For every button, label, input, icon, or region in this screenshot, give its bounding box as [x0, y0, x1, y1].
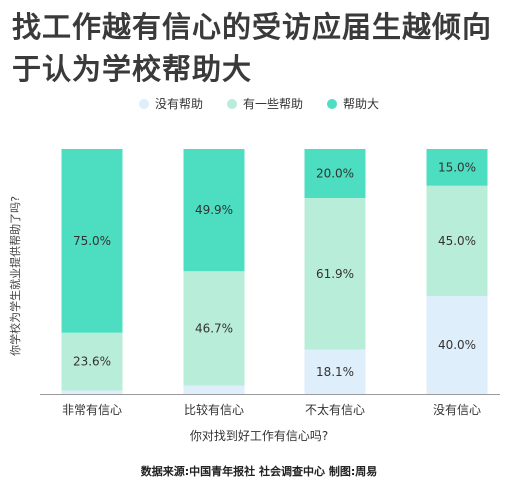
x-tick-label-1: 非常有信心: [62, 403, 122, 417]
legend-label-no-help: 没有帮助: [154, 97, 203, 111]
legend-swatch-some-help: [226, 98, 237, 109]
bar-segment-1-4: [426, 296, 488, 394]
bar-segment-3-4: [426, 149, 488, 186]
legend-item-no-help: 没有帮助: [138, 95, 203, 112]
bar-segment-2-1: [61, 332, 123, 391]
bar-segment-2-3: [304, 198, 366, 350]
legend-swatch-no-help: [138, 98, 149, 109]
data-label-2-2: 46.7%: [195, 321, 233, 335]
bar-segment-1-3: [304, 349, 366, 394]
bar-segment-3-3: [304, 149, 366, 198]
legend-swatch-big-help: [327, 98, 337, 109]
data-label-1-4: 40.0%: [438, 338, 476, 352]
x-tick-label-4: 没有信心: [433, 402, 481, 417]
legend-label-big-help: 帮助大: [343, 97, 380, 111]
bar-segment-1-1: [61, 390, 123, 394]
data-label-3-3: 20.0%: [316, 167, 354, 181]
data-label-3-1: 75.0%: [73, 234, 111, 248]
legend-item-big-help: 帮助大: [327, 95, 379, 112]
bar-segment-1-2: [183, 385, 245, 394]
bar-segment-3-2: [183, 149, 245, 272]
chart-title: 找工作越有信心的受访应届生越倾向于认为学校帮助大: [12, 10, 493, 86]
data-label-2-3: 61.9%: [316, 267, 354, 281]
data-label-1-3: 18.1%: [316, 365, 354, 379]
bar-segment-2-4: [426, 185, 488, 296]
legend: 没有帮助 有一些帮助 帮助大: [0, 95, 518, 112]
bar-segment-2-2: [183, 271, 245, 386]
legend-item-some-help: 有一些帮助: [226, 95, 303, 112]
data-label-3-4: 15.0%: [438, 160, 476, 174]
bar-segment-3-1: [61, 149, 123, 333]
source-note: 数据来源:中国青年报社 社会调查中心 制图:周易: [140, 465, 378, 478]
data-label-3-2: 49.9%: [195, 203, 233, 217]
data-label-2-1: 23.6%: [73, 355, 111, 369]
x-tick-label-3: 不太有信心: [305, 402, 365, 417]
x-tick-label-2: 比较有信心: [184, 402, 244, 417]
legend-label-some-help: 有一些帮助: [242, 97, 303, 111]
data-label-2-4: 45.0%: [438, 234, 476, 248]
x-axis-label: 你对找到好工作有信心吗?: [189, 429, 329, 443]
